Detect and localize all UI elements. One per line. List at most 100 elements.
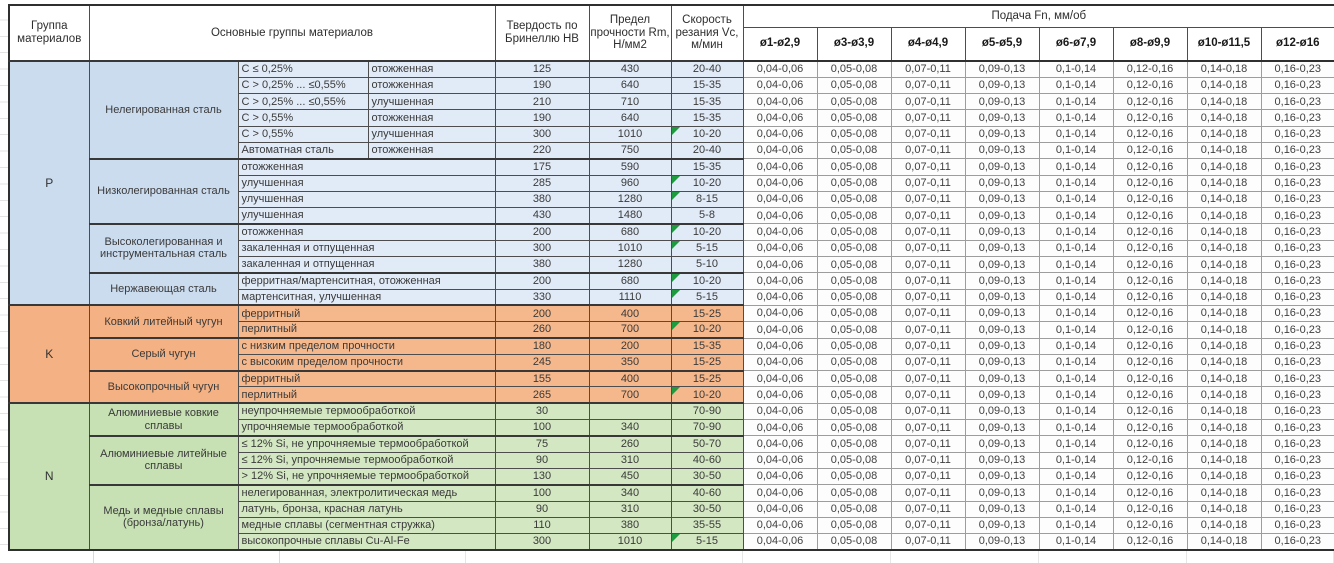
rm-cell[interactable]: 400 xyxy=(588,369,672,388)
feed-cell[interactable]: 0,1-0,14 xyxy=(1038,386,1114,404)
feed-cell[interactable]: 0,1-0,14 xyxy=(1038,533,1114,551)
hb-cell[interactable]: 285 xyxy=(494,174,590,192)
feed-cell[interactable]: 0,14-0,18 xyxy=(1186,60,1262,78)
material-detail-cell[interactable]: C > 0,25% ... ≤0,55% xyxy=(237,93,369,111)
feed-cell[interactable]: 0,12-0,16 xyxy=(1112,141,1188,160)
vc-cell[interactable]: 5-15 xyxy=(670,288,744,306)
feed-cell[interactable]: 0,04-0,06 xyxy=(742,288,818,306)
feed-cell[interactable]: 0,04-0,06 xyxy=(742,272,818,290)
feed-cell[interactable]: 0,16-0,23 xyxy=(1260,141,1334,160)
hb-cell[interactable]: 330 xyxy=(494,288,590,306)
feed-cell[interactable]: 0,05-0,08 xyxy=(816,484,892,502)
hb-cell[interactable]: 110 xyxy=(494,516,590,535)
vc-cell[interactable]: 10-20 xyxy=(670,222,744,241)
feed-cell[interactable]: 0,04-0,06 xyxy=(742,141,818,160)
feed-cell[interactable]: 0,09-0,13 xyxy=(964,141,1040,160)
feed-cell[interactable]: 0,05-0,08 xyxy=(816,239,892,258)
subgroup-cell[interactable]: Ковкий литейный чугун xyxy=(88,304,239,339)
feed-cell[interactable]: 0,04-0,06 xyxy=(742,256,818,274)
header-feed-diameter-3[interactable]: ø4-ø4,9 xyxy=(890,26,966,62)
feed-cell[interactable]: 0,12-0,16 xyxy=(1112,272,1188,290)
header-tensile-rm[interactable]: Предел прочности Rm, Н/мм2 xyxy=(588,4,672,62)
material-detail-cell[interactable]: закаленная и отпущенная xyxy=(237,256,496,274)
feed-cell[interactable]: 0,14-0,18 xyxy=(1186,93,1262,111)
feed-cell[interactable]: 0,16-0,23 xyxy=(1260,304,1334,323)
feed-cell[interactable]: 0,1-0,14 xyxy=(1038,190,1114,209)
feed-cell[interactable]: 0,04-0,06 xyxy=(742,239,818,258)
feed-cell[interactable]: 0,09-0,13 xyxy=(964,304,1040,323)
hb-cell[interactable]: 100 xyxy=(494,483,590,502)
feed-cell[interactable]: 0,05-0,08 xyxy=(816,288,892,306)
material-detail-cell[interactable]: медные сплавы (сегментная стружка) xyxy=(237,516,496,535)
feed-cell[interactable]: 0,12-0,16 xyxy=(1112,386,1188,404)
feed-cell[interactable]: 0,05-0,08 xyxy=(816,337,892,355)
feed-cell[interactable]: 0,12-0,16 xyxy=(1112,402,1188,421)
material-detail-cell[interactable]: отожженная xyxy=(237,222,496,241)
feed-cell[interactable]: 0,04-0,06 xyxy=(742,467,818,486)
feed-cell[interactable]: 0,07-0,11 xyxy=(890,76,966,95)
rm-cell[interactable]: 680 xyxy=(588,271,672,290)
hb-cell[interactable]: 155 xyxy=(494,369,590,388)
feed-cell[interactable]: 0,14-0,18 xyxy=(1186,386,1262,404)
feed-cell[interactable]: 0,04-0,06 xyxy=(742,419,818,437)
material-state-cell[interactable]: улучшенная xyxy=(367,93,496,111)
feed-cell[interactable]: 0,14-0,18 xyxy=(1186,158,1262,176)
vc-cell[interactable]: 40-60 xyxy=(670,451,744,469)
feed-cell[interactable]: 0,09-0,13 xyxy=(964,370,1040,388)
feed-cell[interactable]: 0,04-0,06 xyxy=(742,533,818,551)
feed-cell[interactable]: 0,09-0,13 xyxy=(964,109,1040,127)
material-detail-cell[interactable]: мартенситная, улучшенная xyxy=(237,288,496,306)
feed-cell[interactable]: 0,05-0,08 xyxy=(816,304,892,323)
feed-cell[interactable]: 0,1-0,14 xyxy=(1038,207,1114,225)
feed-cell[interactable]: 0,12-0,16 xyxy=(1112,109,1188,127)
feed-cell[interactable]: 0,04-0,06 xyxy=(742,223,818,241)
feed-cell[interactable]: 0,12-0,16 xyxy=(1112,435,1188,453)
material-state-cell[interactable]: отожженная xyxy=(367,59,496,78)
feed-cell[interactable]: 0,1-0,14 xyxy=(1038,516,1114,535)
feed-cell[interactable]: 0,07-0,11 xyxy=(890,435,966,453)
feed-cell[interactable]: 0,12-0,16 xyxy=(1112,516,1188,535)
hb-cell[interactable]: 30 xyxy=(494,402,590,421)
feed-cell[interactable]: 0,14-0,18 xyxy=(1186,467,1262,486)
header-feed-diameter-5[interactable]: ø6-ø7,9 xyxy=(1038,26,1114,62)
hb-cell[interactable]: 200 xyxy=(494,222,590,241)
feed-cell[interactable]: 0,04-0,06 xyxy=(742,435,818,453)
feed-cell[interactable]: 0,05-0,08 xyxy=(816,141,892,160)
vc-cell[interactable]: 70-90 xyxy=(670,402,744,421)
vc-cell[interactable]: 20-40 xyxy=(670,59,744,78)
feed-cell[interactable]: 0,07-0,11 xyxy=(890,386,966,404)
feed-cell[interactable]: 0,05-0,08 xyxy=(816,158,892,176)
feed-cell[interactable]: 0,1-0,14 xyxy=(1038,125,1114,143)
feed-cell[interactable]: 0,04-0,06 xyxy=(742,125,818,143)
rm-cell[interactable]: 1280 xyxy=(588,190,672,209)
feed-cell[interactable]: 0,14-0,18 xyxy=(1186,321,1262,339)
vc-cell[interactable]: 10-20 xyxy=(670,125,744,143)
feed-cell[interactable]: 0,12-0,16 xyxy=(1112,337,1188,355)
feed-cell[interactable]: 0,12-0,16 xyxy=(1112,533,1188,551)
material-detail-cell[interactable]: перлитный xyxy=(237,321,496,339)
feed-cell[interactable]: 0,07-0,11 xyxy=(890,158,966,176)
feed-cell[interactable]: 0,09-0,13 xyxy=(964,500,1040,518)
feed-cell[interactable]: 0,05-0,08 xyxy=(816,207,892,225)
feed-cell[interactable]: 0,09-0,13 xyxy=(964,60,1040,78)
rm-cell[interactable]: 310 xyxy=(588,451,672,469)
material-state-cell[interactable]: отожженная xyxy=(367,76,496,95)
feed-cell[interactable]: 0,04-0,06 xyxy=(742,337,818,355)
header-hardness-hb[interactable]: Твердость по Бринеллю HB xyxy=(494,4,590,62)
feed-cell[interactable]: 0,1-0,14 xyxy=(1038,353,1114,372)
rm-cell[interactable]: 380 xyxy=(588,516,672,535)
hb-cell[interactable]: 190 xyxy=(494,109,590,127)
feed-cell[interactable]: 0,04-0,06 xyxy=(742,500,818,518)
feed-cell[interactable]: 0,07-0,11 xyxy=(890,256,966,274)
material-detail-cell[interactable]: ферритный xyxy=(237,369,496,388)
feed-cell[interactable]: 0,05-0,08 xyxy=(816,223,892,241)
feed-cell[interactable]: 0,09-0,13 xyxy=(964,516,1040,535)
feed-cell[interactable]: 0,12-0,16 xyxy=(1112,207,1188,225)
feed-cell[interactable]: 0,07-0,11 xyxy=(890,321,966,339)
subgroup-cell[interactable]: Серый чугун xyxy=(88,337,239,372)
vc-cell[interactable]: 10-20 xyxy=(670,321,744,339)
vc-cell[interactable]: 50-70 xyxy=(670,434,744,453)
vc-cell[interactable]: 70-90 xyxy=(670,419,744,437)
hb-cell[interactable]: 265 xyxy=(494,386,590,404)
feed-cell[interactable]: 0,16-0,23 xyxy=(1260,451,1334,469)
